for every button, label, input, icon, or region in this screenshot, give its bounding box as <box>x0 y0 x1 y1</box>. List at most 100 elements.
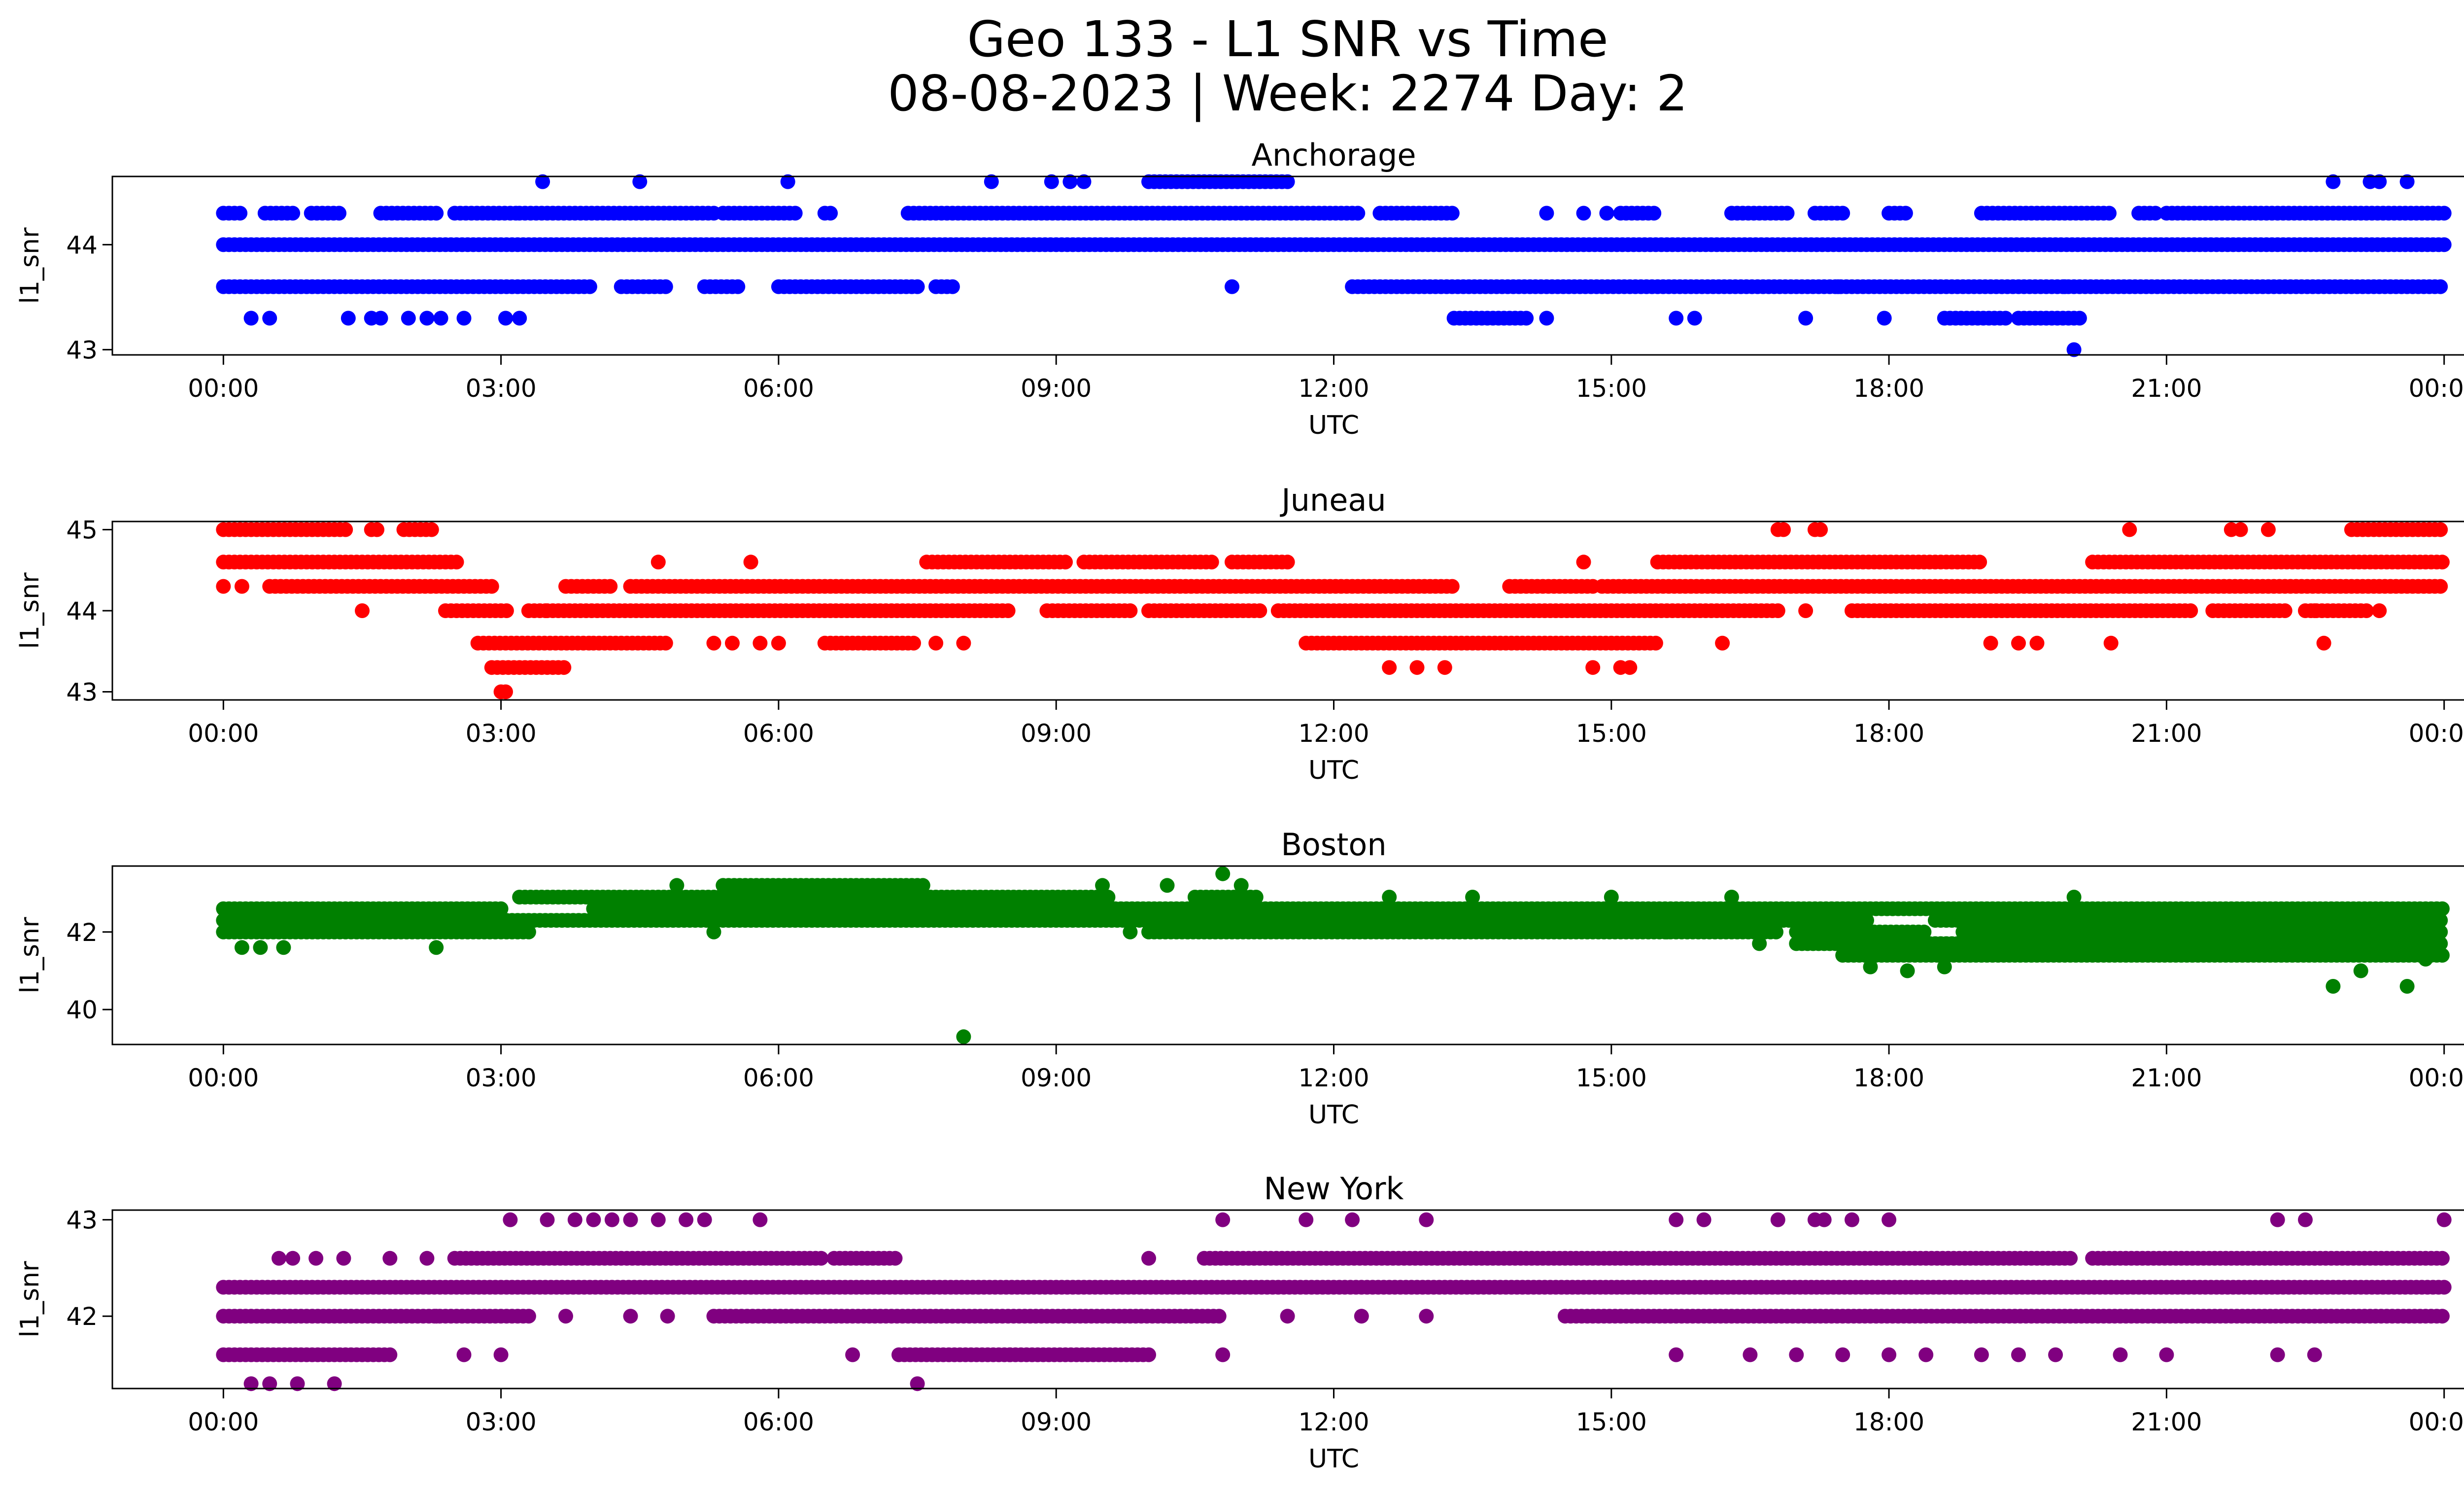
x-tick-label: 18:00 <box>1853 1064 1924 1092</box>
data-point <box>332 206 346 221</box>
y-tick-label: 43 <box>66 1206 98 1235</box>
data-point <box>1100 890 1116 904</box>
data-point <box>1585 660 1601 675</box>
data-point <box>540 1212 555 1227</box>
data-point <box>2433 522 2448 537</box>
data-point <box>558 1309 573 1324</box>
x-tick-label: 00:00 <box>188 719 259 748</box>
data-point <box>730 279 746 294</box>
data-point <box>382 1347 398 1362</box>
figure-title-line1: Geo 133 - L1 SNR vs Time <box>967 10 1608 68</box>
y-axis-label: l1_snr <box>15 572 45 649</box>
data-point <box>2159 940 2174 955</box>
data-point <box>1604 890 1619 904</box>
data-point <box>706 635 721 651</box>
data-point <box>336 1251 351 1266</box>
data-point <box>1215 1347 1231 1362</box>
y-axis-label: l1_snr <box>15 1261 45 1338</box>
data-point <box>2148 206 2163 221</box>
data-point <box>586 1212 601 1227</box>
data-point <box>341 311 356 326</box>
data-point <box>1835 1347 1850 1362</box>
data-point <box>1299 1212 1314 1227</box>
data-point <box>1444 206 1460 221</box>
data-point <box>2011 1347 2026 1362</box>
data-point <box>338 522 353 537</box>
data-point <box>1382 660 1397 675</box>
data-point <box>1972 555 1987 570</box>
data-point <box>743 555 758 570</box>
x-tick-label: 12:00 <box>1298 374 1369 403</box>
data-point <box>1419 1212 1434 1227</box>
data-point <box>697 1212 712 1227</box>
data-point <box>2326 174 2341 189</box>
data-point <box>1900 963 1915 978</box>
data-point <box>603 579 618 594</box>
data-point <box>429 206 444 221</box>
data-point <box>556 660 572 675</box>
data-point <box>1696 1212 1711 1227</box>
x-tick-label: 18:00 <box>1853 1408 1924 1436</box>
data-point <box>512 311 527 326</box>
x-tick-label: 00:00 <box>2409 1064 2464 1092</box>
data-point <box>498 684 513 699</box>
data-point <box>1659 924 1675 939</box>
data-point <box>1918 1347 1934 1362</box>
data-point <box>2063 1251 2078 1266</box>
data-point <box>456 311 472 326</box>
data-point <box>1669 311 1684 326</box>
x-tick-label: 21:00 <box>2131 1408 2202 1436</box>
data-point <box>1599 206 1614 221</box>
data-point <box>2277 603 2293 618</box>
data-point <box>493 1347 509 1362</box>
x-tick-label: 03:00 <box>466 1408 537 1436</box>
data-point <box>2436 237 2452 252</box>
x-tick-label: 12:00 <box>1298 1408 1369 1436</box>
y-axis-label: l1_snr <box>15 917 45 994</box>
data-point <box>771 635 786 651</box>
data-point <box>1225 279 1239 294</box>
data-point <box>2159 1347 2174 1362</box>
data-point <box>1863 959 1878 974</box>
data-point <box>623 1309 638 1324</box>
data-point <box>1780 206 1795 221</box>
data-point <box>2177 579 2192 594</box>
x-tick-label: 03:00 <box>466 719 537 748</box>
markers-anchorage <box>216 174 2452 357</box>
data-point <box>1215 1212 1231 1227</box>
data-point <box>956 635 971 651</box>
y-axis-label: l1_snr <box>15 227 45 304</box>
figure-title-line2: 08-08-2023 | Week: 2274 Day: 2 <box>888 65 1688 122</box>
markers-juneau <box>216 522 2450 699</box>
data-point <box>2270 1212 2285 1227</box>
data-point <box>1350 206 1366 221</box>
data-point <box>650 1212 666 1227</box>
y-tick-label: 43 <box>66 678 98 707</box>
data-point <box>2418 951 2433 967</box>
data-point <box>1830 279 1846 294</box>
data-point <box>276 940 291 955</box>
data-point <box>753 635 768 651</box>
data-point <box>2359 603 2374 618</box>
data-point <box>1354 1309 1369 1324</box>
data-point <box>1252 603 1267 618</box>
subplot-title-anchorage: Anchorage <box>1251 137 1416 173</box>
data-point <box>1141 1251 1156 1266</box>
data-point <box>928 635 944 651</box>
data-point <box>1345 1212 1360 1227</box>
data-point <box>243 311 259 326</box>
data-point <box>2011 635 2026 651</box>
data-point <box>604 1212 619 1227</box>
data-point <box>1123 603 1138 618</box>
data-point <box>521 924 536 939</box>
data-point <box>290 1376 305 1391</box>
x-tick-label: 18:00 <box>1853 719 1924 748</box>
data-point <box>1937 959 1952 974</box>
data-point <box>2260 522 2276 537</box>
y-tick-label: 42 <box>66 918 98 947</box>
y-tick-label: 45 <box>66 516 98 544</box>
